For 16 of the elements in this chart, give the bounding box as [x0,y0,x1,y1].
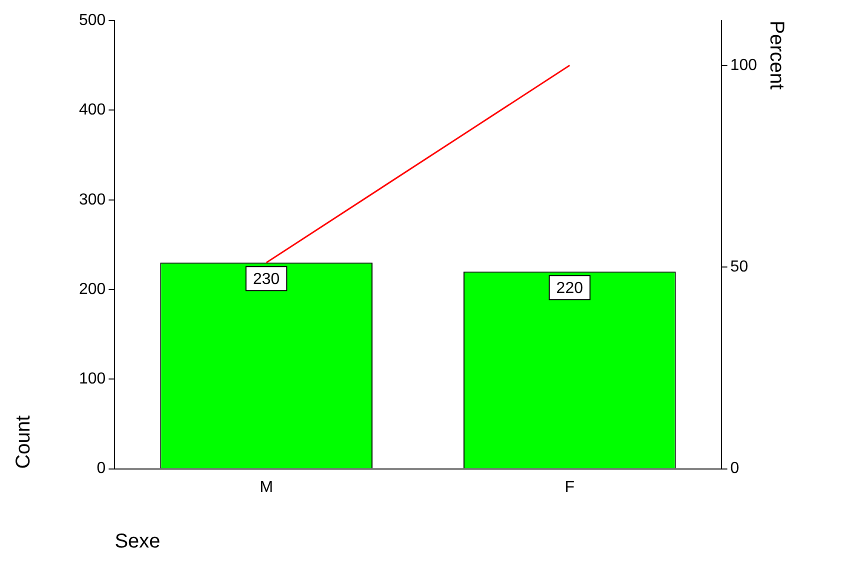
y2-tick-label: 0 [730,460,740,478]
x-axis-title: Sexe [114,530,160,553]
y2-tick-label: 100 [730,56,758,74]
y-tick-label: 400 [78,102,106,119]
y-axis-title: Count [12,414,35,469]
y2-tick-label: 50 [730,258,748,276]
y-tick-label: 0 [96,460,106,478]
y-tick-label: 200 [78,280,106,298]
y-tick-label: 500 [78,12,106,30]
x-tick-label: F [564,478,575,496]
y2-axis-title: Percent [765,20,788,90]
x-tick-label: M [260,478,274,496]
data-label: 230 [252,271,280,288]
data-label: 220 [556,280,584,297]
y-tick-label: 100 [78,370,106,388]
y-tick-label: 300 [78,191,106,208]
